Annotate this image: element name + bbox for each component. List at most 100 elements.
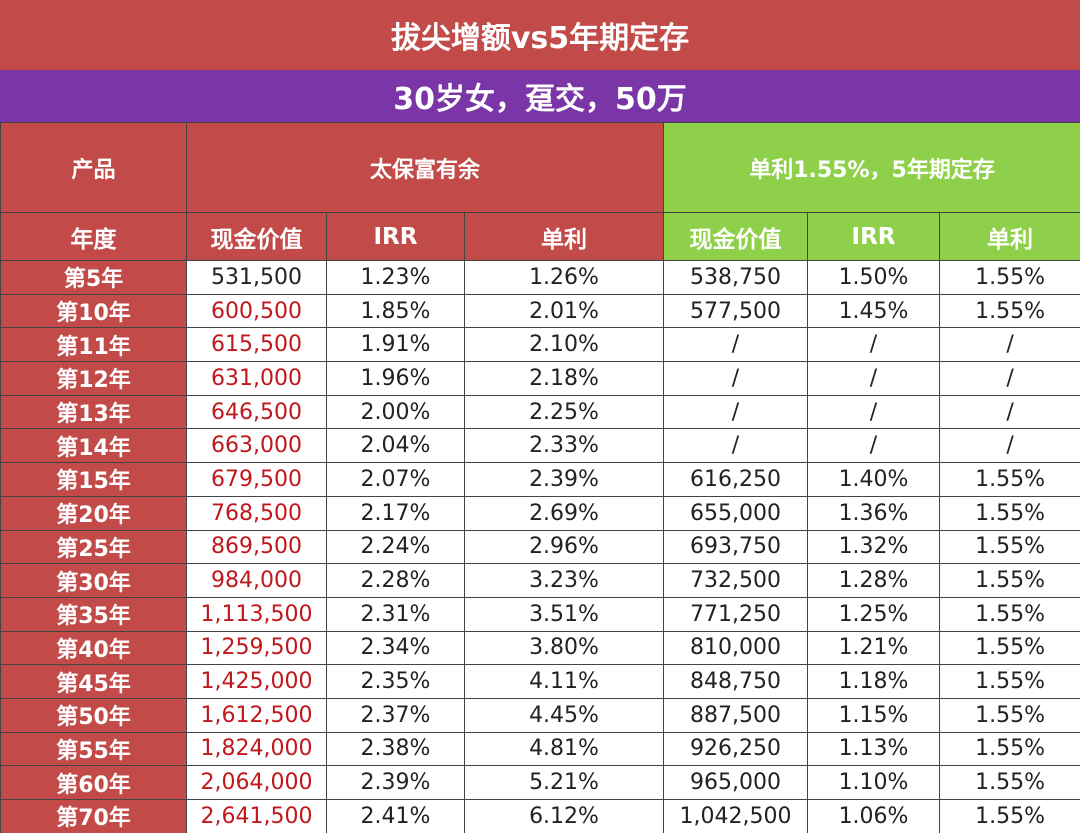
table-body: 第5年 531,500 1.23% 1.26% 538,750 1.50% 1.55% 第10… [0, 260, 1080, 833]
cash-value-b-cell: 732,500 [663, 563, 809, 598]
table-row: 第45年 1,425,000 2.35% 4.11% 848,750 1.18% 1.55% [0, 664, 1080, 699]
simple-a-cell: 2.01% [463, 293, 665, 329]
simple-a-cell: 5.21% [463, 765, 665, 800]
irr-b-cell: 1.06% [807, 799, 941, 833]
simple-a-cell: 2.69% [463, 495, 665, 531]
table-row: 第55年 1,824,000 2.38% 4.81% 926,250 1.13% 1.55% [0, 731, 1080, 767]
year-cell: 第50年 [0, 697, 187, 733]
table-row: 第14年 663,000 2.04% 2.33% / / / [0, 428, 1080, 464]
cash-value-a-cell: 2,641,500 [186, 799, 327, 833]
simple-a-cell: 2.10% [463, 327, 665, 363]
cash-value-a-cell: 679,500 [186, 462, 327, 497]
year-cell: 第14年 [0, 428, 187, 464]
irr-b-cell: 1.45% [807, 293, 941, 329]
irr-b-cell: 1.15% [807, 697, 941, 733]
simple-b-cell: 1.55% [939, 765, 1080, 800]
irr-a-cell: 2.28% [326, 563, 465, 598]
simple-b-cell: 1.55% [939, 799, 1080, 833]
irr-a-cell: 2.04% [326, 428, 465, 464]
cash-value-b-cell: 810,000 [663, 630, 809, 666]
cash-value-b-cell: / [663, 428, 809, 464]
simple-b-cell: 1.55% [939, 462, 1080, 497]
cash-value-a-cell: 869,500 [186, 529, 327, 565]
irr-b-cell: 1.21% [807, 630, 941, 666]
year-cell: 第35年 [0, 596, 187, 632]
table-row: 第15年 679,500 2.07% 2.39% 616,250 1.40% 1.55% [0, 462, 1080, 497]
table-row: 第60年 2,064,000 2.39% 5.21% 965,000 1.10% 1.55% [0, 765, 1080, 800]
irr-a-cell: 2.17% [326, 495, 465, 531]
simple-b-cell: 1.55% [939, 596, 1080, 632]
simple-b-cell: 1.55% [939, 529, 1080, 565]
cash-value-b-cell: 965,000 [663, 765, 809, 800]
irr-b-cell: 1.36% [807, 495, 941, 531]
page-title: 拔尖增额vs5年期定存 [0, 0, 1080, 70]
simple-b-cell: 1.55% [939, 697, 1080, 733]
cash-value-b-cell: / [663, 327, 809, 363]
cash-value-a-cell: 1,113,500 [186, 596, 327, 632]
simple-a-cell: 2.39% [463, 462, 665, 497]
cash-value-a-cell: 984,000 [186, 563, 327, 598]
year-cell: 第30年 [0, 563, 187, 598]
simple-a-cell: 6.12% [463, 799, 665, 833]
product-label-header: 产品 [0, 122, 187, 213]
cash-value-a-cell: 1,259,500 [186, 630, 327, 666]
simple-a-cell: 1.26% [463, 260, 665, 295]
year-cell: 第55年 [0, 731, 187, 767]
table-row: 第30年 984,000 2.28% 3.23% 732,500 1.28% 1.55% [0, 563, 1080, 598]
year-cell: 第70年 [0, 799, 187, 833]
simple-b-cell: 1.55% [939, 664, 1080, 699]
irr-a-cell: 1.23% [326, 260, 465, 295]
page-subtitle: 30岁女，趸交，50万 [0, 70, 1080, 122]
cash-value-b-cell: 926,250 [663, 731, 809, 767]
simple-a-cell: 3.80% [463, 630, 665, 666]
simple-a-cell: 3.51% [463, 596, 665, 632]
cash-value-a-cell: 2,064,000 [186, 765, 327, 800]
cash-value-b-cell: 577,500 [663, 293, 809, 329]
simple-a-cell: 2.18% [463, 361, 665, 396]
cash-value-a-cell: 631,000 [186, 361, 327, 396]
cash-value-b-cell: / [663, 394, 809, 430]
table-row: 第5年 531,500 1.23% 1.26% 538,750 1.50% 1.55% [0, 260, 1080, 295]
irr-b-cell: / [807, 361, 941, 396]
simple-b-cell: 1.55% [939, 731, 1080, 767]
cash-value-a-cell: 768,500 [186, 495, 327, 531]
simple-b-cell: / [939, 394, 1080, 430]
year-cell: 第20年 [0, 495, 187, 531]
table-row: 第11年 615,500 1.91% 2.10% / / / [0, 327, 1080, 363]
year-cell: 第5年 [0, 260, 187, 295]
simple-a-cell: 2.96% [463, 529, 665, 565]
simple-b-cell: / [939, 327, 1080, 363]
simple-b-cell: 1.55% [939, 495, 1080, 531]
irr-b-cell: 1.10% [807, 765, 941, 800]
irr-b-cell: 1.25% [807, 596, 941, 632]
year-cell: 第25年 [0, 529, 187, 565]
cash-value-a-cell: 1,824,000 [186, 731, 327, 767]
table-row: 第40年 1,259,500 2.34% 3.80% 810,000 1.21% 1.55% [0, 630, 1080, 666]
simple-b-cell: / [939, 428, 1080, 464]
cash-value-b-cell: 771,250 [663, 596, 809, 632]
product-b-header: 单利1.55%，5年期定存 [663, 122, 1080, 213]
irr-a-cell: 2.00% [326, 394, 465, 430]
simple-a-cell: 2.25% [463, 394, 665, 430]
irr-b-cell: 1.50% [807, 260, 941, 295]
irr-b-cell: / [807, 394, 941, 430]
irr-b-cell: 1.32% [807, 529, 941, 565]
irr-b-cell: 1.40% [807, 462, 941, 497]
cash-value-a-cell: 615,500 [186, 327, 327, 363]
year-cell: 第10年 [0, 293, 187, 329]
cash-value-a-cell: 531,500 [186, 260, 327, 295]
irr-b-header: IRR [807, 212, 941, 261]
irr-b-cell: / [807, 428, 941, 464]
cash-value-b-cell: 848,750 [663, 664, 809, 699]
table-row: 第13年 646,500 2.00% 2.25% / / / [0, 394, 1080, 430]
irr-a-cell: 1.91% [326, 327, 465, 363]
year-cell: 第11年 [0, 327, 187, 363]
irr-a-cell: 1.85% [326, 293, 465, 329]
irr-a-cell: 2.37% [326, 697, 465, 733]
cash-value-b-cell: 655,000 [663, 495, 809, 531]
table-row: 第10年 600,500 1.85% 2.01% 577,500 1.45% 1.55% [0, 293, 1080, 329]
cash-value-b-cell: 616,250 [663, 462, 809, 497]
comparison-table: 产品 太保富有余 单利1.55%，5年期定存 年度 现金价值 IRR 单利 现金… [0, 122, 1080, 833]
irr-b-cell: 1.13% [807, 731, 941, 767]
